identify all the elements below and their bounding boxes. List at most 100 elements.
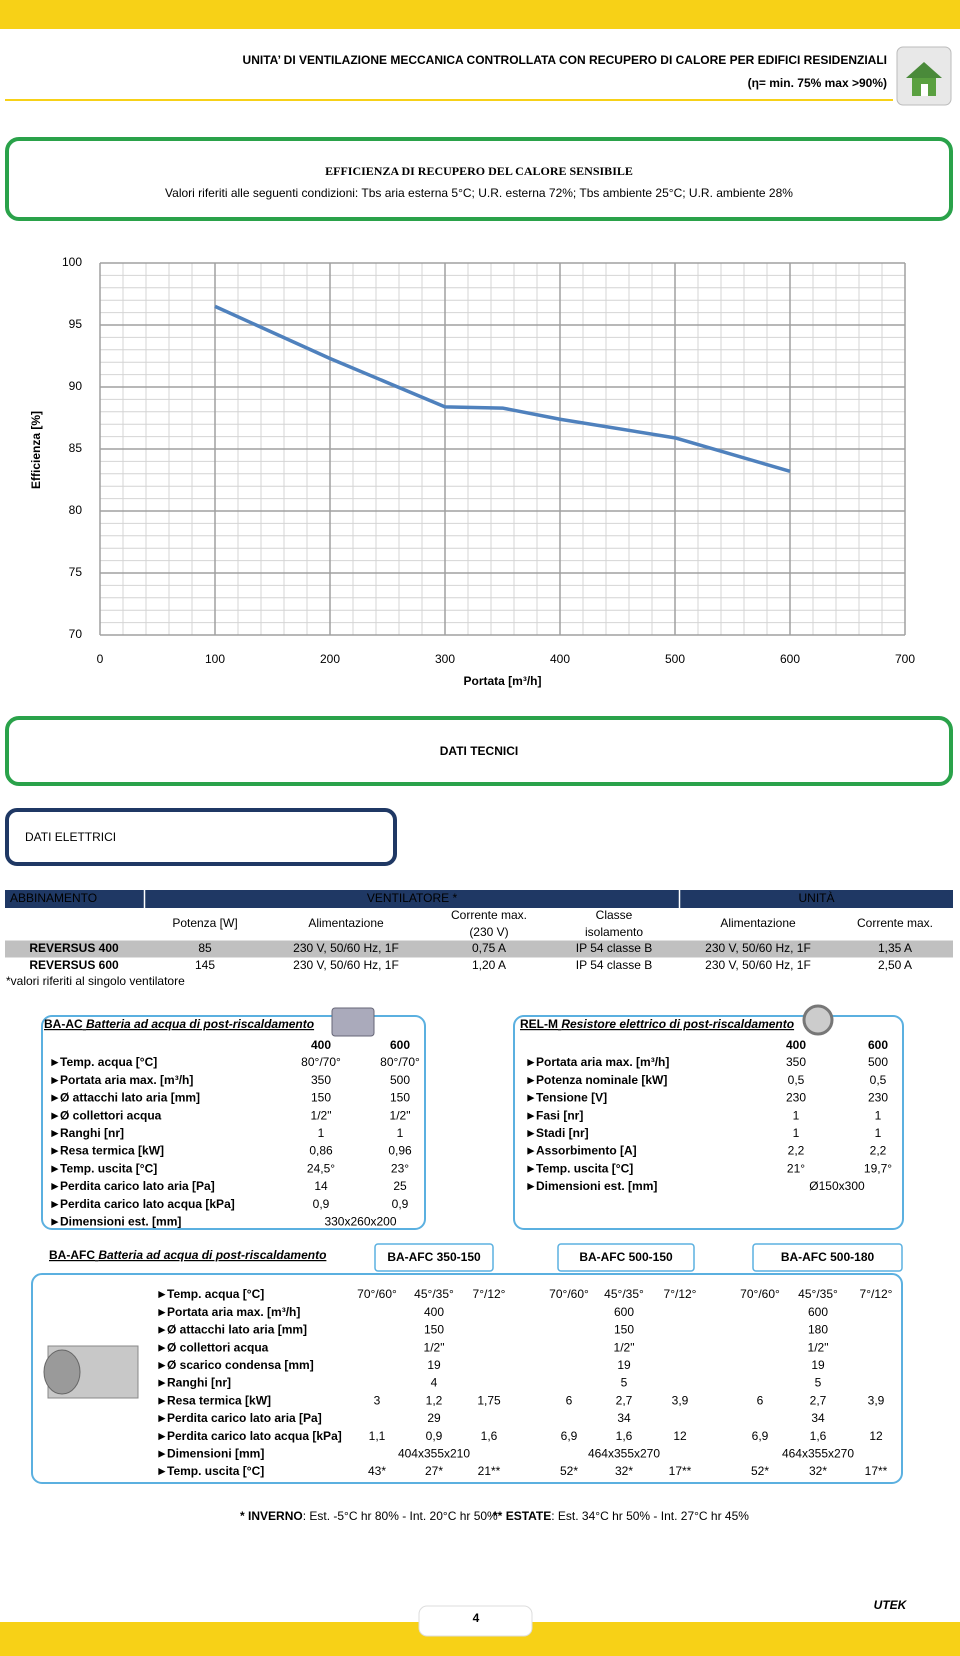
product-image — [43, 1004, 834, 1399]
bullet: ► — [49, 1055, 61, 1069]
row-value: 70°/60° — [357, 1287, 397, 1301]
block-title-text: Batteria ad acqua di post-riscaldamento — [98, 1248, 326, 1262]
row-value: 180 — [808, 1323, 828, 1337]
block-title: REL-M Resistore elettrico di post-riscal… — [520, 1017, 794, 1031]
table-cell: 230 V, 50/60 Hz, 1F — [293, 958, 399, 972]
row-value: 19 — [617, 1358, 631, 1372]
row-value: 600 — [614, 1305, 634, 1319]
row-label: Stadi [nr] — [536, 1126, 589, 1140]
table-column-header: Alimentazione — [720, 916, 796, 930]
row-label: Portata aria max. [m³/h] — [536, 1055, 669, 1069]
row-label: Dimensioni est. [mm] — [536, 1179, 657, 1193]
row-label: Assorbimento [A] — [536, 1144, 637, 1158]
row-label: Tensione [V] — [536, 1091, 607, 1105]
row-label: Ranghi [nr] — [167, 1376, 231, 1390]
table-header-bg — [5, 890, 953, 908]
block-code: REL-M — [520, 1017, 558, 1031]
row-value: 2,2 — [870, 1144, 887, 1158]
row-value: 3 — [374, 1393, 381, 1407]
row-value: 24,5° — [307, 1161, 335, 1175]
elec-box — [5, 808, 397, 866]
table-column-header: Corrente max. — [451, 908, 527, 922]
row-value: 350 — [786, 1055, 806, 1069]
row-value: 600 — [808, 1305, 828, 1319]
table-cell: 1,20 A — [472, 958, 506, 972]
tech-title: DATI TECNICI — [440, 744, 518, 758]
home-icon — [896, 46, 952, 106]
bullet: ► — [525, 1179, 537, 1193]
row-label: Portata aria max. [m³/h] — [60, 1073, 193, 1087]
block-title-text: Resistore elettrico di post-riscaldament… — [561, 1017, 794, 1031]
row-value: 230 — [868, 1091, 888, 1105]
block-code: BA-AFC — [49, 1248, 95, 1262]
bullet: ► — [525, 1144, 537, 1158]
row-value: 1/2" — [614, 1340, 635, 1354]
row-label: Resa termica [kW] — [60, 1144, 164, 1158]
y-tick-label: 100 — [62, 255, 82, 269]
page-tab — [418, 1605, 533, 1637]
row-value: 150 — [311, 1091, 331, 1105]
row-label: Resa termica [kW] — [167, 1393, 271, 1407]
row-label: Perdita carico lato acqua [kPa] — [60, 1197, 235, 1211]
row-value: 21° — [787, 1161, 805, 1175]
row-value: 21** — [478, 1464, 501, 1478]
y-tick-label: 80 — [69, 503, 83, 517]
row-value: 150 — [424, 1323, 444, 1337]
row-value: 12 — [869, 1429, 883, 1443]
row-value: 12 — [673, 1429, 687, 1443]
table-column-header: Potenza [W] — [172, 916, 237, 930]
row-value: 32* — [615, 1464, 633, 1478]
x-axis-label: Portata [m³/h] — [464, 674, 542, 688]
tech-box — [5, 716, 953, 786]
row-value: 2,2 — [788, 1144, 805, 1158]
row-value: 3,9 — [672, 1393, 689, 1407]
data-line — [214, 304, 791, 474]
bullet: ► — [156, 1358, 168, 1372]
row-value: 52* — [560, 1464, 578, 1478]
bullet: ► — [525, 1073, 537, 1087]
row-value: 1/2" — [424, 1340, 445, 1354]
table-group: UNITÀ — [799, 890, 835, 905]
page-number: 4 — [473, 1611, 480, 1625]
row-value: Ø150x300 — [809, 1179, 865, 1193]
footnote-mark: ** — [493, 1509, 503, 1523]
ba-afc-box — [31, 1273, 903, 1484]
row-label: Ø collettori acqua — [60, 1108, 162, 1122]
row-value: 6,9 — [561, 1429, 578, 1443]
bullet: ► — [49, 1144, 61, 1158]
rel-m-box — [513, 1015, 904, 1230]
x-tick-label: 600 — [780, 652, 800, 666]
row-label: Potenza nominale [kW] — [536, 1073, 667, 1087]
bullet: ► — [49, 1197, 61, 1211]
row-value: 350 — [311, 1073, 331, 1087]
row-value: 70°/60° — [740, 1287, 780, 1301]
block-title: BA-AFC Batteria ad acqua di post-riscald… — [49, 1248, 326, 1262]
row-value: 80°/70° — [301, 1055, 341, 1069]
row-value: 464x355x270 — [588, 1446, 660, 1460]
row-label: Perdita carico lato acqua [kPa] — [167, 1429, 342, 1443]
table-column-header: Classe — [596, 908, 633, 922]
model-box — [374, 1243, 494, 1272]
row-value: 0,86 — [309, 1144, 333, 1158]
bullet: ► — [49, 1179, 61, 1193]
row-value: 0,96 — [388, 1144, 412, 1158]
table-cell: 230 V, 50/60 Hz, 1F — [293, 941, 399, 955]
row-value: 1,6 — [810, 1429, 827, 1443]
row-value: 5 — [815, 1376, 822, 1390]
x-tick-label: 200 — [320, 652, 340, 666]
bullet: ► — [156, 1464, 168, 1478]
row-value: 7°/12° — [860, 1287, 893, 1301]
model-name: BA-AFC 500-180 — [781, 1250, 875, 1264]
row-value: 23° — [391, 1161, 409, 1175]
row-value: 6,9 — [752, 1429, 769, 1443]
row-value: 6 — [566, 1393, 573, 1407]
row-value: 1,75 — [477, 1393, 501, 1407]
table-row-bg — [5, 940, 953, 958]
row-value: 34 — [811, 1411, 825, 1425]
row-value: 1 — [397, 1126, 404, 1140]
row-label: Perdita carico lato aria [Pa] — [60, 1179, 215, 1193]
block-column: 600 — [390, 1038, 410, 1052]
row-value: 29 — [427, 1411, 441, 1425]
row-value: 1,2 — [426, 1393, 443, 1407]
